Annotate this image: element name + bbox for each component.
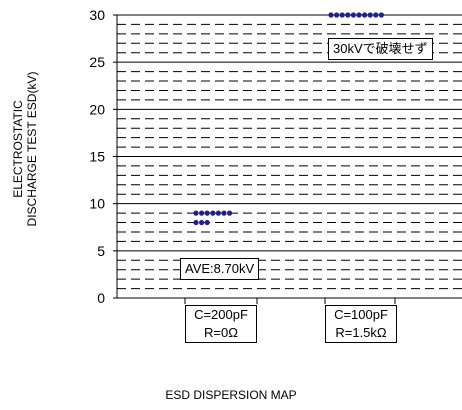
- y-tick-label: 0: [97, 290, 105, 306]
- data-point: [378, 12, 384, 18]
- category-2-capacitance: C=100pF: [334, 307, 388, 322]
- category-label-2: C=100pF R=1.5kΩ: [325, 305, 397, 343]
- y-tick-label: 5: [97, 243, 105, 259]
- data-point: [367, 12, 373, 18]
- data-point: [199, 219, 205, 226]
- y-axis-title-line-2: DISCHARGE TEST ESD(kV): [25, 71, 39, 227]
- data-point: [199, 210, 205, 216]
- y-tick-label: 20: [89, 101, 105, 117]
- data-point: [373, 12, 379, 18]
- y-tick-label: 15: [89, 149, 105, 165]
- data-point: [334, 12, 340, 18]
- data-point: [350, 12, 356, 18]
- category-2-resistance: R=1.5kΩ: [335, 325, 387, 340]
- grid-lines: [117, 14, 462, 290]
- data-point: [215, 210, 221, 216]
- no-breakdown-annotation: 30kVで破壊せず: [328, 38, 433, 60]
- data-point: [210, 210, 216, 216]
- data-point: [193, 210, 199, 216]
- y-tick-label: 10: [89, 196, 105, 212]
- data-points: [193, 12, 384, 226]
- data-point: [204, 210, 210, 216]
- average-annotation: AVE:8.70kV: [180, 258, 260, 280]
- category-label-1: C=200pF R=0Ω: [185, 305, 257, 343]
- y-axis-title: ELECTROSTATIC DISCHARGE TEST ESD(kV): [6, 34, 44, 264]
- data-point: [328, 12, 334, 18]
- y-axis-title-line-1: ELECTROSTATIC: [11, 100, 25, 198]
- y-tick-labels: 0 5 10 15 20 25 30: [89, 7, 105, 306]
- chart-caption: ESD DISPERSION MAP: [165, 388, 297, 402]
- y-tick-label: 25: [89, 54, 105, 70]
- axes: [113, 14, 462, 304]
- data-point: [362, 12, 368, 18]
- data-point: [221, 210, 227, 216]
- data-point: [339, 12, 345, 18]
- data-point: [356, 12, 362, 18]
- data-point: [345, 12, 351, 18]
- category-1-resistance: R=0Ω: [204, 325, 238, 340]
- data-point: [193, 219, 199, 226]
- y-tick-label: 30: [89, 7, 105, 23]
- data-point: [204, 219, 210, 226]
- data-point: [227, 210, 233, 216]
- category-1-capacitance: C=200pF: [194, 307, 248, 322]
